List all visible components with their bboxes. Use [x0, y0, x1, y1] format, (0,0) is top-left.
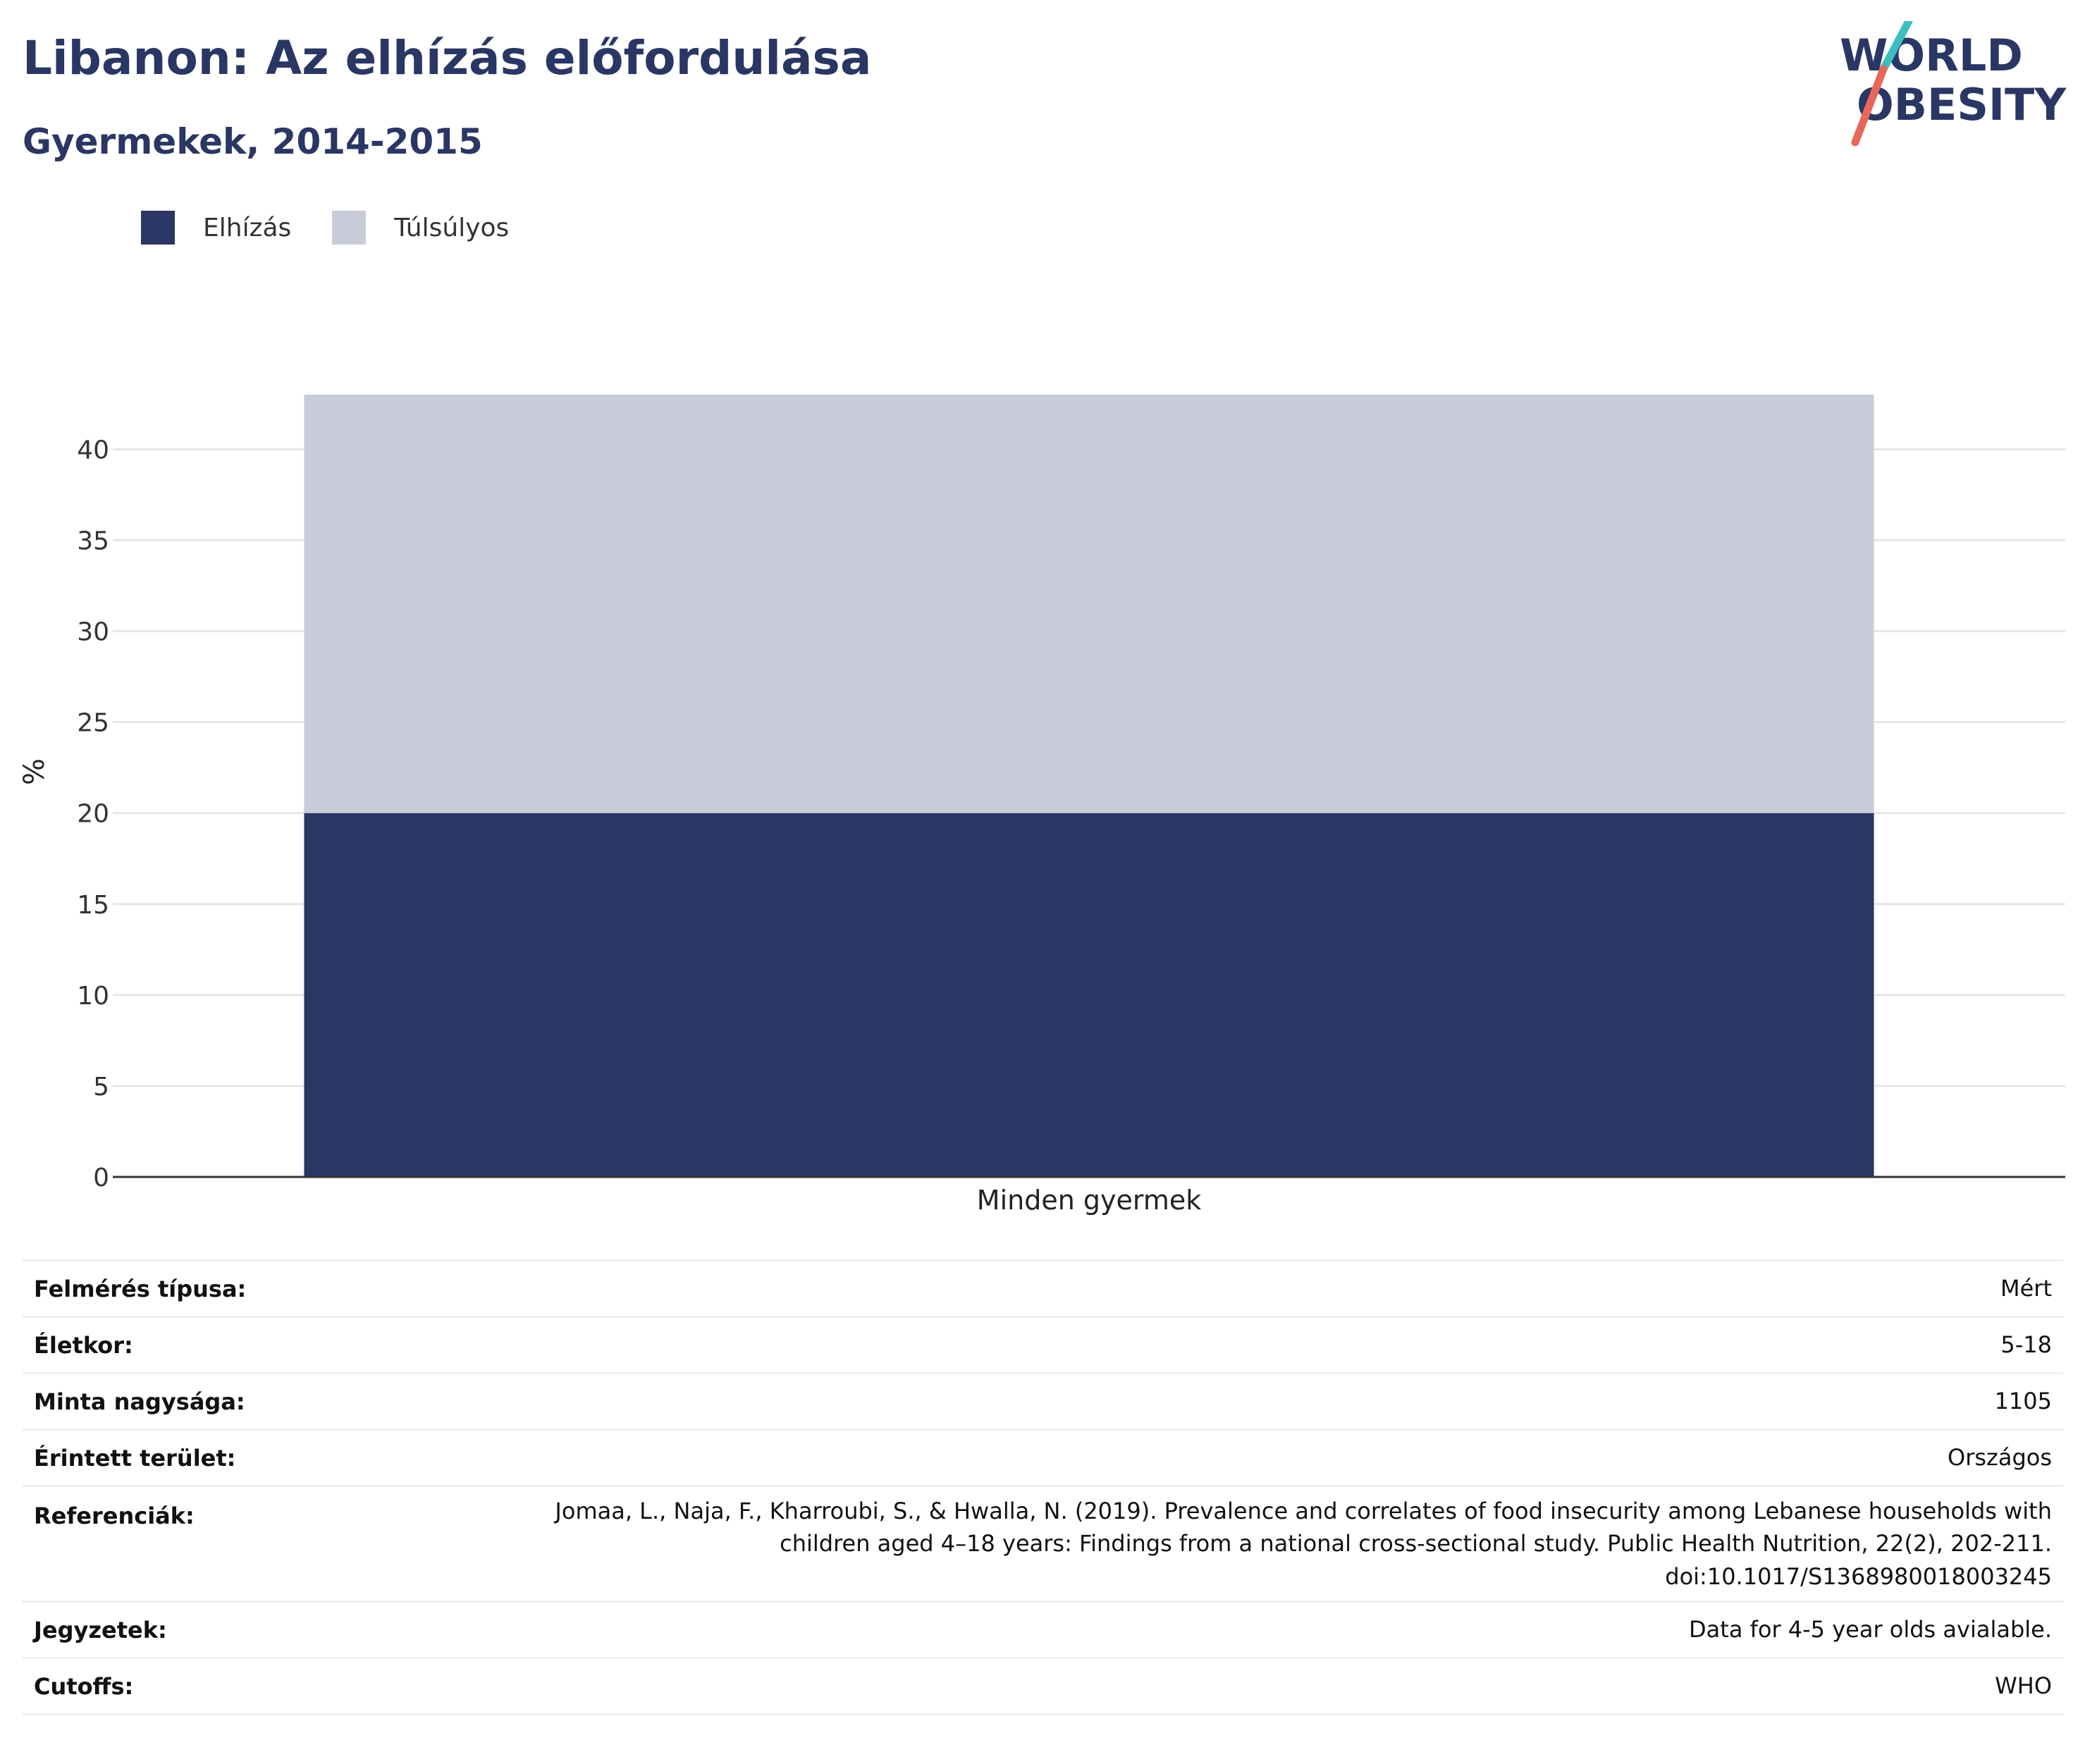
- info-label: Jegyzetek:: [23, 1601, 383, 1659]
- x-tick-label: Minden gyermek: [977, 1185, 1201, 1216]
- info-value: WHO: [383, 1658, 2063, 1715]
- info-label: Minta nagysága:: [23, 1373, 383, 1431]
- legend-item-obesity: Elhízás: [141, 211, 291, 245]
- info-value: Országos: [383, 1429, 2063, 1487]
- y-tick-label: 25: [77, 709, 109, 738]
- logo-slash-teal: [1879, 21, 1913, 73]
- y-axis-label: %: [18, 758, 51, 785]
- legend-swatch: [141, 211, 175, 245]
- logo-word-world: WORLD: [1840, 30, 2023, 81]
- legend-item-overweight: Túlsúlyos: [332, 211, 509, 245]
- info-row: Életkor: 5-18: [23, 1316, 2063, 1374]
- info-row: Cutoffs: WHO: [23, 1658, 2063, 1715]
- info-row: Referenciák: Jomaa, L., Naja, F., Kharrou…: [23, 1486, 2063, 1603]
- legend-label: Túlsúlyos: [394, 213, 510, 242]
- chart-title: Libanon: Az elhízás előfordulása: [23, 31, 872, 85]
- info-row: Minta nagysága: 1105: [23, 1373, 2063, 1431]
- legend-label: Elhízás: [203, 213, 292, 242]
- info-row: Érintett terület: Országos: [23, 1429, 2063, 1487]
- y-tick-label: 30: [77, 618, 109, 647]
- bar-segment-obesity: [304, 813, 1874, 1177]
- stacked-bar-chart: 0 5 10 15 20 25 30 35 40 Minden gyermek%: [18, 395, 2065, 1216]
- info-label: Referenciák:: [23, 1486, 383, 1603]
- survey-info-table: Felmérés típusa: Mért Életkor: 5-18 Minta na…: [23, 1259, 2063, 1715]
- info-label: Cutoffs:: [23, 1658, 383, 1715]
- info-label: Felmérés típusa:: [23, 1259, 383, 1318]
- y-tick-label: 35: [77, 527, 109, 556]
- info-value: Jomaa, L., Naja, F., Kharroubi, S., & Hw…: [383, 1486, 2063, 1603]
- world-obesity-logo: WORLD OBESITY: [1840, 21, 2067, 147]
- logo-word-obesity: OBESITY: [1857, 79, 2067, 130]
- info-row: Felmérés típusa: Mért: [23, 1259, 2063, 1318]
- chart-legend: Elhízás Túlsúlyos: [141, 210, 550, 245]
- info-value: Mért: [383, 1259, 2063, 1318]
- y-tick-label: 40: [77, 436, 109, 464]
- y-tick-label: 0: [93, 1164, 109, 1192]
- info-label: Érintett terület:: [23, 1429, 383, 1487]
- info-label: Életkor:: [23, 1316, 383, 1374]
- info-value: 5-18: [383, 1316, 2063, 1374]
- info-row: Jegyzetek: Data for 4-5 year olds avialab…: [23, 1601, 2063, 1659]
- info-value: Data for 4-5 year olds avialable.: [383, 1601, 2063, 1659]
- y-tick-label: 20: [77, 800, 109, 829]
- chart-subtitle: Gyermekek, 2014-2015: [23, 121, 483, 162]
- legend-swatch: [332, 211, 367, 245]
- bar-segment-overweight: [304, 395, 1874, 813]
- y-tick-label: 5: [93, 1073, 109, 1102]
- y-tick-label: 15: [77, 891, 109, 920]
- info-value: 1105: [383, 1373, 2063, 1431]
- logo-slash-red: [1851, 65, 1888, 147]
- y-tick-label: 10: [77, 982, 109, 1011]
